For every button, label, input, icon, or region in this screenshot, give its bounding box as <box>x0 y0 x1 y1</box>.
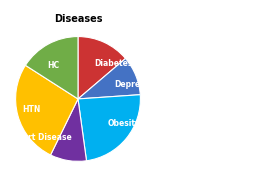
Wedge shape <box>78 36 126 99</box>
Text: Heart Disease: Heart Disease <box>11 133 72 142</box>
Legend: Depression, 14, 10.14%, Diabetes, 19, 13.77%, HC, 22, 15.94%, HTN, 37, 26.81%, H: Depression, 14, 10.14%, Diabetes, 19, 13… <box>164 72 252 122</box>
Wedge shape <box>78 95 140 161</box>
Text: Diseases: Diseases <box>54 14 102 24</box>
Text: HTN: HTN <box>22 105 41 114</box>
Wedge shape <box>16 65 78 155</box>
Text: Diabetes: Diabetes <box>94 59 133 68</box>
Text: HC: HC <box>47 61 60 69</box>
Text: Obesity: Obesity <box>108 119 141 128</box>
Text: Depression: Depression <box>114 80 162 89</box>
Wedge shape <box>50 99 87 161</box>
Wedge shape <box>78 58 140 99</box>
Wedge shape <box>25 36 78 99</box>
